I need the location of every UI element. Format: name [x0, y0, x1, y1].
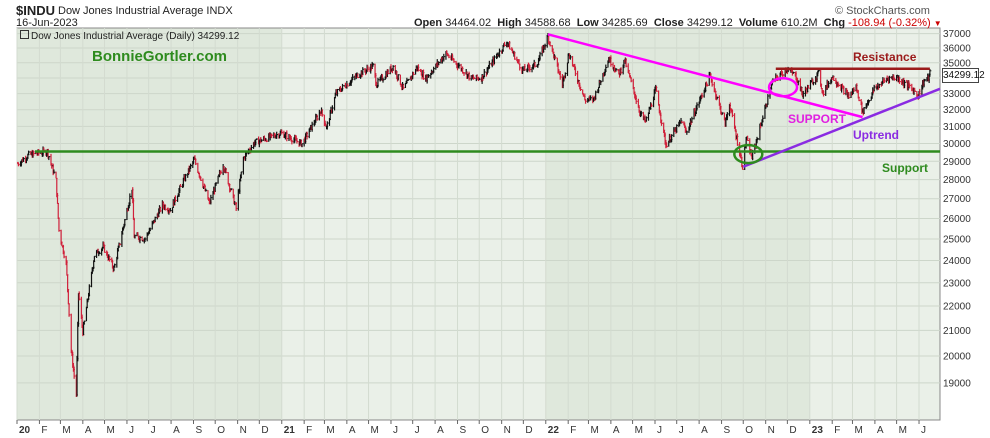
y-tick-label: 30000: [943, 139, 971, 150]
x-tick-label: J: [657, 425, 662, 436]
x-tick-label: F: [41, 425, 47, 436]
legend-text: Dow Jones Industrial Average (Daily) 342…: [31, 31, 240, 42]
x-tick-label: M: [590, 425, 598, 436]
x-tick-label: F: [306, 425, 312, 436]
annotation-lines: [35, 33, 941, 168]
x-tick-label: M: [62, 425, 70, 436]
x-tick-label: A: [877, 425, 884, 436]
index-name: Dow Jones Industrial Average INDX: [58, 5, 233, 17]
x-tick-label: A: [613, 425, 620, 436]
x-tick-label: J: [393, 425, 398, 436]
y-tick-label: 37000: [943, 29, 971, 40]
x-axis: 20 F M A M J J A S O N D 21 F M A M J J A S O N D 22 F M A M J J A S O N D 2…: [16, 420, 926, 436]
downtrend-support-line: [547, 33, 863, 119]
x-tick-label: D: [789, 425, 796, 436]
chart-legend: Dow Jones Industrial Average (Daily) 342…: [20, 30, 239, 42]
x-tick-label: O: [217, 425, 225, 436]
volume-value: 610.2M: [780, 17, 818, 29]
y-tick-label: 19000: [943, 378, 971, 389]
y-tick-label: 36000: [943, 43, 971, 54]
year-shade: [17, 28, 282, 420]
x-tick-label: D: [261, 425, 268, 436]
y-tick-label: 29000: [943, 157, 971, 168]
x-tick-label: D: [525, 425, 532, 436]
y-tick-label: 21000: [943, 326, 971, 337]
low-value: 34285.69: [601, 17, 648, 29]
x-tick-label: J: [415, 425, 420, 436]
x-tick-label: M: [635, 425, 643, 436]
y-tick-label: 32000: [943, 105, 971, 116]
x-tick-label: 21: [284, 425, 296, 436]
ticker-symbol: $INDU: [16, 3, 56, 18]
y-tick-label: 26000: [943, 214, 971, 225]
y-tick-label: 25000: [943, 235, 971, 246]
breakout-circle: [767, 77, 799, 98]
x-tick-label: S: [460, 425, 467, 436]
x-tick-label: J: [679, 425, 684, 436]
chart-grid: [16, 28, 940, 420]
change-label: Chg: [823, 17, 846, 29]
high-value: 34588.68: [524, 17, 571, 29]
y-axis: 19000 20000 21000 22000 23000 24000 25000 26000…: [943, 29, 971, 389]
support-lower-label: Support: [882, 161, 928, 175]
y-tick-label: 22000: [943, 302, 971, 313]
change-value: -108.94 (-0.32%): [848, 17, 931, 29]
x-tick-label: N: [504, 425, 511, 436]
x-tick-label: O: [745, 425, 753, 436]
x-tick-label: M: [899, 425, 907, 436]
x-tick-label: M: [371, 425, 379, 436]
resistance-label: Resistance: [853, 50, 917, 64]
x-tick-label: J: [151, 425, 156, 436]
x-tick-label: N: [768, 425, 775, 436]
legend-swatch-icon: [20, 30, 29, 39]
x-tick-label: M: [107, 425, 115, 436]
y-tick-label: 27000: [943, 194, 971, 205]
x-tick-label: O: [481, 425, 489, 436]
support-test-circle: [733, 143, 764, 165]
y-tick-label: 28000: [943, 175, 971, 186]
volume-label: Volume: [738, 17, 778, 29]
x-tick-label: A: [437, 425, 444, 436]
x-tick-label: M: [854, 425, 862, 436]
last-price-tag: 34299.12: [942, 68, 985, 83]
x-tick-label: A: [173, 425, 180, 436]
x-tick-label: J: [921, 425, 926, 436]
x-tick-label: A: [349, 425, 356, 436]
y-tick-label: 35000: [943, 58, 971, 69]
close-label: Close: [653, 17, 684, 29]
watermark: BonnieGortler.com: [92, 48, 228, 65]
open-value: 34464.02: [445, 17, 492, 29]
uptrend-line: [742, 87, 941, 168]
x-tick-label: 23: [812, 425, 824, 436]
x-tick-label: M: [326, 425, 334, 436]
x-tick-label: A: [85, 425, 92, 436]
ohlc-summary: Open 34464.02 High 34588.68 Low 34285.69…: [414, 17, 942, 29]
x-tick-label: S: [195, 425, 202, 436]
open-label: Open: [414, 17, 443, 29]
y-tick-label: 20000: [943, 351, 971, 362]
y-tick-label: 24000: [943, 256, 971, 267]
x-tick-label: J: [129, 425, 134, 436]
uptrend-label: Uptrend: [853, 128, 899, 142]
x-tick-label: 22: [548, 425, 560, 436]
high-label: High: [497, 17, 522, 29]
y-tick-label: 23000: [943, 278, 971, 289]
change-down-icon: ▼: [933, 19, 942, 28]
quote-date: 16-Jun-2023: [16, 17, 78, 29]
low-label: Low: [576, 17, 599, 29]
x-tick-label: S: [724, 425, 731, 436]
x-tick-label: N: [240, 425, 247, 436]
x-tick-label: 20: [19, 425, 31, 436]
x-tick-label: F: [834, 425, 840, 436]
x-tick-label: F: [570, 425, 576, 436]
copyright-notice[interactable]: © StockCharts.com: [835, 5, 930, 17]
y-tick-label: 31000: [943, 122, 971, 133]
support-upper-label: SUPPORT: [788, 112, 847, 126]
y-tick-label: 33000: [943, 89, 971, 100]
x-tick-label: A: [701, 425, 708, 436]
close-value: 34299.12: [686, 17, 733, 29]
